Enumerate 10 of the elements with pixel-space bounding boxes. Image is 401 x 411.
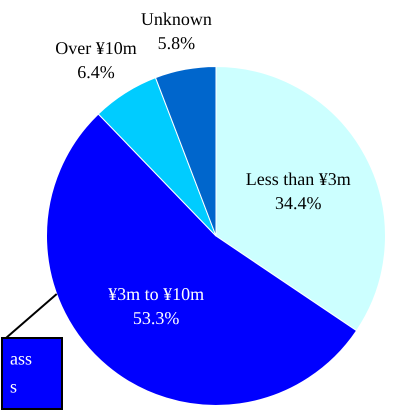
slice-label: ¥3m to ¥10m: [108, 284, 204, 304]
text: ass: [10, 348, 32, 369]
data-label: 6.4%: [77, 62, 115, 82]
slice-label: Unknown: [140, 9, 212, 30]
text: s: [10, 376, 18, 397]
data-label: 53.3%: [132, 308, 180, 328]
slice-label: Less than ¥3m: [246, 168, 351, 189]
data-label: 5.8%: [158, 33, 196, 54]
data-label: 34.4%: [275, 192, 322, 213]
slice-label: Over ¥10m: [55, 38, 137, 58]
